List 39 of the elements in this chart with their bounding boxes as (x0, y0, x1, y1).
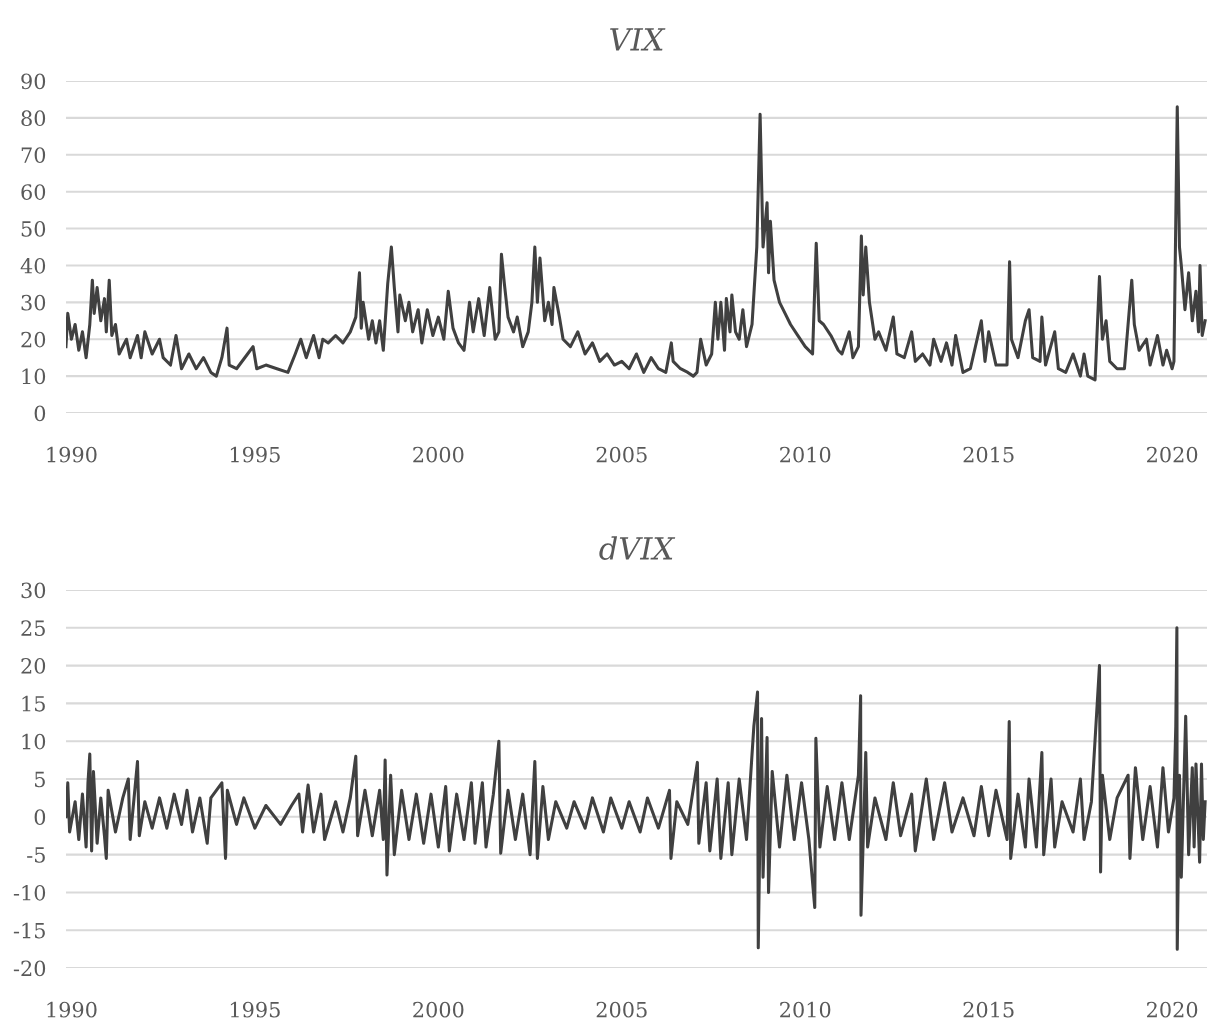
y-tick-label: 10 (22, 368, 46, 385)
x-tick-label: 1995 (230, 1001, 280, 1018)
x-tick-label: 2020 (1147, 446, 1198, 463)
y-tick-label: 15 (22, 695, 45, 712)
x-tick-label: 2000 (413, 1001, 464, 1018)
y-tick-label: 0 (34, 405, 46, 422)
x-tick-label: 2005 (596, 1001, 647, 1018)
y-tick-label: -20 (13, 960, 46, 977)
line-series (65, 626, 1207, 951)
y-tick-label: 80 (21, 110, 46, 127)
x-tick-label: 2010 (780, 1001, 831, 1018)
y-tick-label: 50 (21, 221, 46, 237)
x-tick-label: 1990 (47, 446, 97, 463)
x-tick-label: 2015 (963, 446, 1014, 463)
y-tick-label: -10 (13, 884, 46, 901)
y-tick-label: 5 (35, 771, 45, 788)
y-tick-label: 0 (34, 809, 46, 826)
y-tick-label: 90 (21, 73, 46, 90)
y-tick-label: 20 (21, 658, 46, 674)
chart-title: dVIX (599, 536, 676, 560)
y-tick-label: 40 (20, 257, 46, 274)
y-tick-label: -5 (27, 847, 45, 863)
x-tick-label: 2000 (413, 446, 464, 463)
y-tick-label: 25 (21, 620, 45, 637)
x-tick-label: 2005 (596, 446, 647, 463)
y-tick-label: 30 (21, 582, 46, 599)
y-tick-label: 70 (21, 147, 46, 163)
y-tick-label: 10 (22, 733, 46, 750)
x-tick-label: 1995 (230, 446, 280, 463)
y-tick-label: 20 (21, 331, 46, 348)
y-tick-label: -15 (13, 922, 45, 939)
x-tick-label: 2010 (780, 446, 831, 463)
x-tick-label: 2015 (963, 1001, 1014, 1018)
line-series (65, 105, 1207, 382)
chart-title: VIX (610, 28, 666, 51)
x-tick-label: 1990 (47, 1001, 97, 1018)
y-tick-label: 30 (21, 294, 46, 311)
y-tick-label: 60 (21, 184, 46, 200)
x-tick-label: 2020 (1147, 1001, 1198, 1018)
